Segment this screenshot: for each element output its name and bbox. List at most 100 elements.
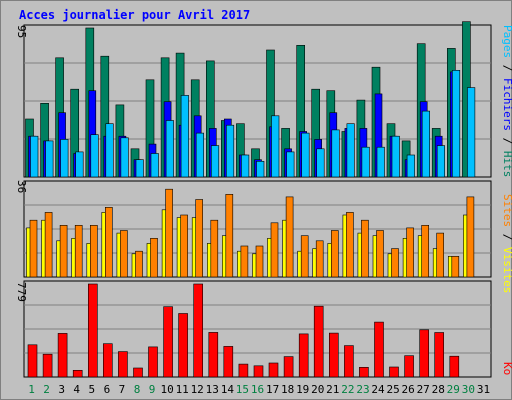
x-tick-label: 2 xyxy=(43,383,50,396)
bar-pages xyxy=(105,123,114,178)
bar-sites xyxy=(180,214,188,278)
legend-visites: Visites xyxy=(501,247,512,293)
bar-sites xyxy=(466,196,475,278)
bar-pages xyxy=(406,154,415,178)
x-tick-label: 20 xyxy=(311,383,324,396)
x-tick-label: 4 xyxy=(73,383,80,396)
legend-ko: Ko xyxy=(501,362,512,375)
x-tick-label: 23 xyxy=(356,383,369,396)
bar-pages xyxy=(195,132,204,178)
bar-sites xyxy=(210,219,219,278)
x-tick-label: 21 xyxy=(326,383,339,396)
bar-ko xyxy=(359,366,369,378)
bar-pages xyxy=(120,137,129,178)
bar-pages xyxy=(150,153,159,178)
right-legend-visits: Sites / Visites xyxy=(501,194,512,293)
bar-sites xyxy=(195,199,203,278)
left-label-bottom: 779 xyxy=(15,282,28,302)
bar-sites xyxy=(150,238,158,278)
x-tick-label: 15 xyxy=(236,383,249,396)
bar-pages xyxy=(286,151,295,178)
bar-sites xyxy=(451,255,460,278)
bars-layer xyxy=(25,21,476,378)
bar-pages xyxy=(316,148,325,178)
bar-pages xyxy=(376,146,385,178)
bar-ko xyxy=(374,321,384,378)
legend-hits: Hits xyxy=(501,151,512,178)
bar-ko xyxy=(238,363,249,378)
bar-sites xyxy=(285,196,294,278)
bar-ko xyxy=(57,333,68,378)
bar-ko xyxy=(268,362,279,378)
bar-ko xyxy=(208,332,219,378)
legend-separator: / xyxy=(501,131,512,151)
bar-sites xyxy=(90,225,98,278)
bar-ko xyxy=(118,351,128,378)
x-tick-label: 5 xyxy=(88,383,95,396)
right-legend-traffic: Pages / Fichiers / Hits xyxy=(501,25,512,177)
x-tick-label: 11 xyxy=(176,383,189,396)
bar-ko xyxy=(449,355,460,378)
bar-sites xyxy=(44,212,53,278)
x-tick-label: 6 xyxy=(104,383,111,396)
x-tick-label: 27 xyxy=(417,383,430,396)
bar-pages xyxy=(30,135,39,178)
bar-ko xyxy=(163,306,173,378)
x-tick-label: 19 xyxy=(296,383,309,396)
legend-sites: Sites xyxy=(501,194,512,227)
x-tick-label: 24 xyxy=(371,383,385,396)
bar-pages xyxy=(391,135,400,178)
bar-ko xyxy=(328,332,339,378)
bar-pages xyxy=(436,145,446,178)
left-label-top: 95 xyxy=(15,25,28,38)
bar-ko xyxy=(404,355,414,378)
x-tick-label: 26 xyxy=(401,383,414,396)
bar-ko xyxy=(253,365,264,378)
bar-ko xyxy=(42,353,53,378)
bar-sites xyxy=(421,225,430,278)
bar-ko xyxy=(344,345,354,378)
bar-ko xyxy=(298,333,309,378)
bar-sites xyxy=(74,225,83,278)
bar-ko xyxy=(178,313,188,378)
bar-sites xyxy=(361,219,369,278)
bar-ko xyxy=(283,356,294,378)
bar-pages xyxy=(467,87,476,178)
bar-ko xyxy=(148,346,158,378)
x-tick-label: 17 xyxy=(266,383,279,396)
x-tick-label: 31 xyxy=(477,383,490,396)
bar-pages xyxy=(301,132,310,178)
bar-pages xyxy=(211,145,220,178)
left-label-middle: 36 xyxy=(15,180,28,193)
labels-layer: Acces journalier pour Avril 2017 95 36 7… xyxy=(15,8,512,375)
bar-sites xyxy=(105,207,113,278)
bar-pages xyxy=(180,95,189,178)
x-tick-label: 22 xyxy=(341,383,354,396)
bar-ko xyxy=(72,369,83,378)
chart-title: Acces journalier pour Avril 2017 xyxy=(19,8,250,22)
bar-ko xyxy=(313,305,324,378)
legend-fichiers: Fichiers xyxy=(501,78,512,131)
bar-sites xyxy=(391,248,399,278)
bar-sites xyxy=(165,188,173,278)
x-tick-label: 14 xyxy=(221,383,235,396)
bar-sites xyxy=(225,194,234,278)
bar-ko xyxy=(133,367,143,378)
x-tick-label: 7 xyxy=(119,383,126,396)
bar-pages xyxy=(361,146,370,178)
bar-ko xyxy=(434,332,445,378)
x-tick-label: 10 xyxy=(160,383,173,396)
bar-pages xyxy=(60,139,69,178)
bar-pages xyxy=(226,124,235,178)
bar-ko xyxy=(389,366,399,378)
bar-pages xyxy=(75,151,84,178)
x-tick-label: 25 xyxy=(386,383,399,396)
bar-sites xyxy=(135,250,143,278)
bar-ko xyxy=(193,283,203,378)
bar-pages xyxy=(135,159,144,178)
x-axis-labels: 1 2 3 4 5 6 7 8 9 10 11 12 13 14 15 16 17 18 19 20 21 22 23 24 2… xyxy=(28,383,490,396)
legend-separator: / xyxy=(501,227,512,247)
x-tick-label: 9 xyxy=(149,383,156,396)
x-tick-label: 8 xyxy=(134,383,141,396)
